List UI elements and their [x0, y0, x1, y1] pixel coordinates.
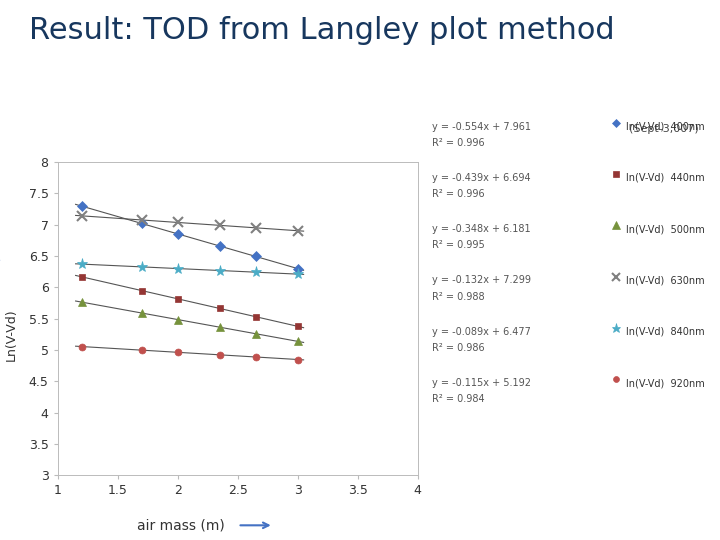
Text: ln(V-Vd)  400nm: ln(V-Vd) 400nm: [626, 122, 705, 132]
Text: y = -0.554x + 7.961: y = -0.554x + 7.961: [432, 122, 531, 132]
Text: R² = 0.988: R² = 0.988: [432, 292, 485, 302]
Text: R² = 0.996: R² = 0.996: [432, 189, 485, 199]
Text: Result: TOD from Langley plot method: Result: TOD from Langley plot method: [29, 16, 614, 45]
Text: ln(V-Vd)  630nm: ln(V-Vd) 630nm: [626, 275, 705, 286]
Text: ln(V-Vd)  840nm: ln(V-Vd) 840nm: [626, 327, 705, 337]
Text: Ln(V-Vd): Ln(V-Vd): [4, 308, 17, 361]
Text: y = -0.439x + 6.694: y = -0.439x + 6.694: [432, 173, 531, 183]
Text: y = -0.089x + 6.477: y = -0.089x + 6.477: [432, 327, 531, 337]
Text: y = -0.348x + 6.181: y = -0.348x + 6.181: [432, 224, 531, 234]
Text: R² = 0.996: R² = 0.996: [432, 138, 485, 148]
Text: y = -0.132x + 7.299: y = -0.132x + 7.299: [432, 275, 531, 286]
Text: ln(V-Vd)  500nm: ln(V-Vd) 500nm: [626, 224, 705, 234]
Text: (Sept-3,007): (Sept-3,007): [629, 124, 698, 134]
Text: ln(V-Vd)  920nm: ln(V-Vd) 920nm: [626, 378, 705, 388]
Text: ln(V-Vd)  440nm: ln(V-Vd) 440nm: [626, 173, 705, 183]
Text: y = -0.115x + 5.192: y = -0.115x + 5.192: [432, 378, 531, 388]
Text: R² = 0.995: R² = 0.995: [432, 240, 485, 251]
Text: R² = 0.984: R² = 0.984: [432, 394, 485, 404]
Text: air mass (m): air mass (m): [137, 518, 225, 532]
Text: R² = 0.986: R² = 0.986: [432, 343, 485, 353]
